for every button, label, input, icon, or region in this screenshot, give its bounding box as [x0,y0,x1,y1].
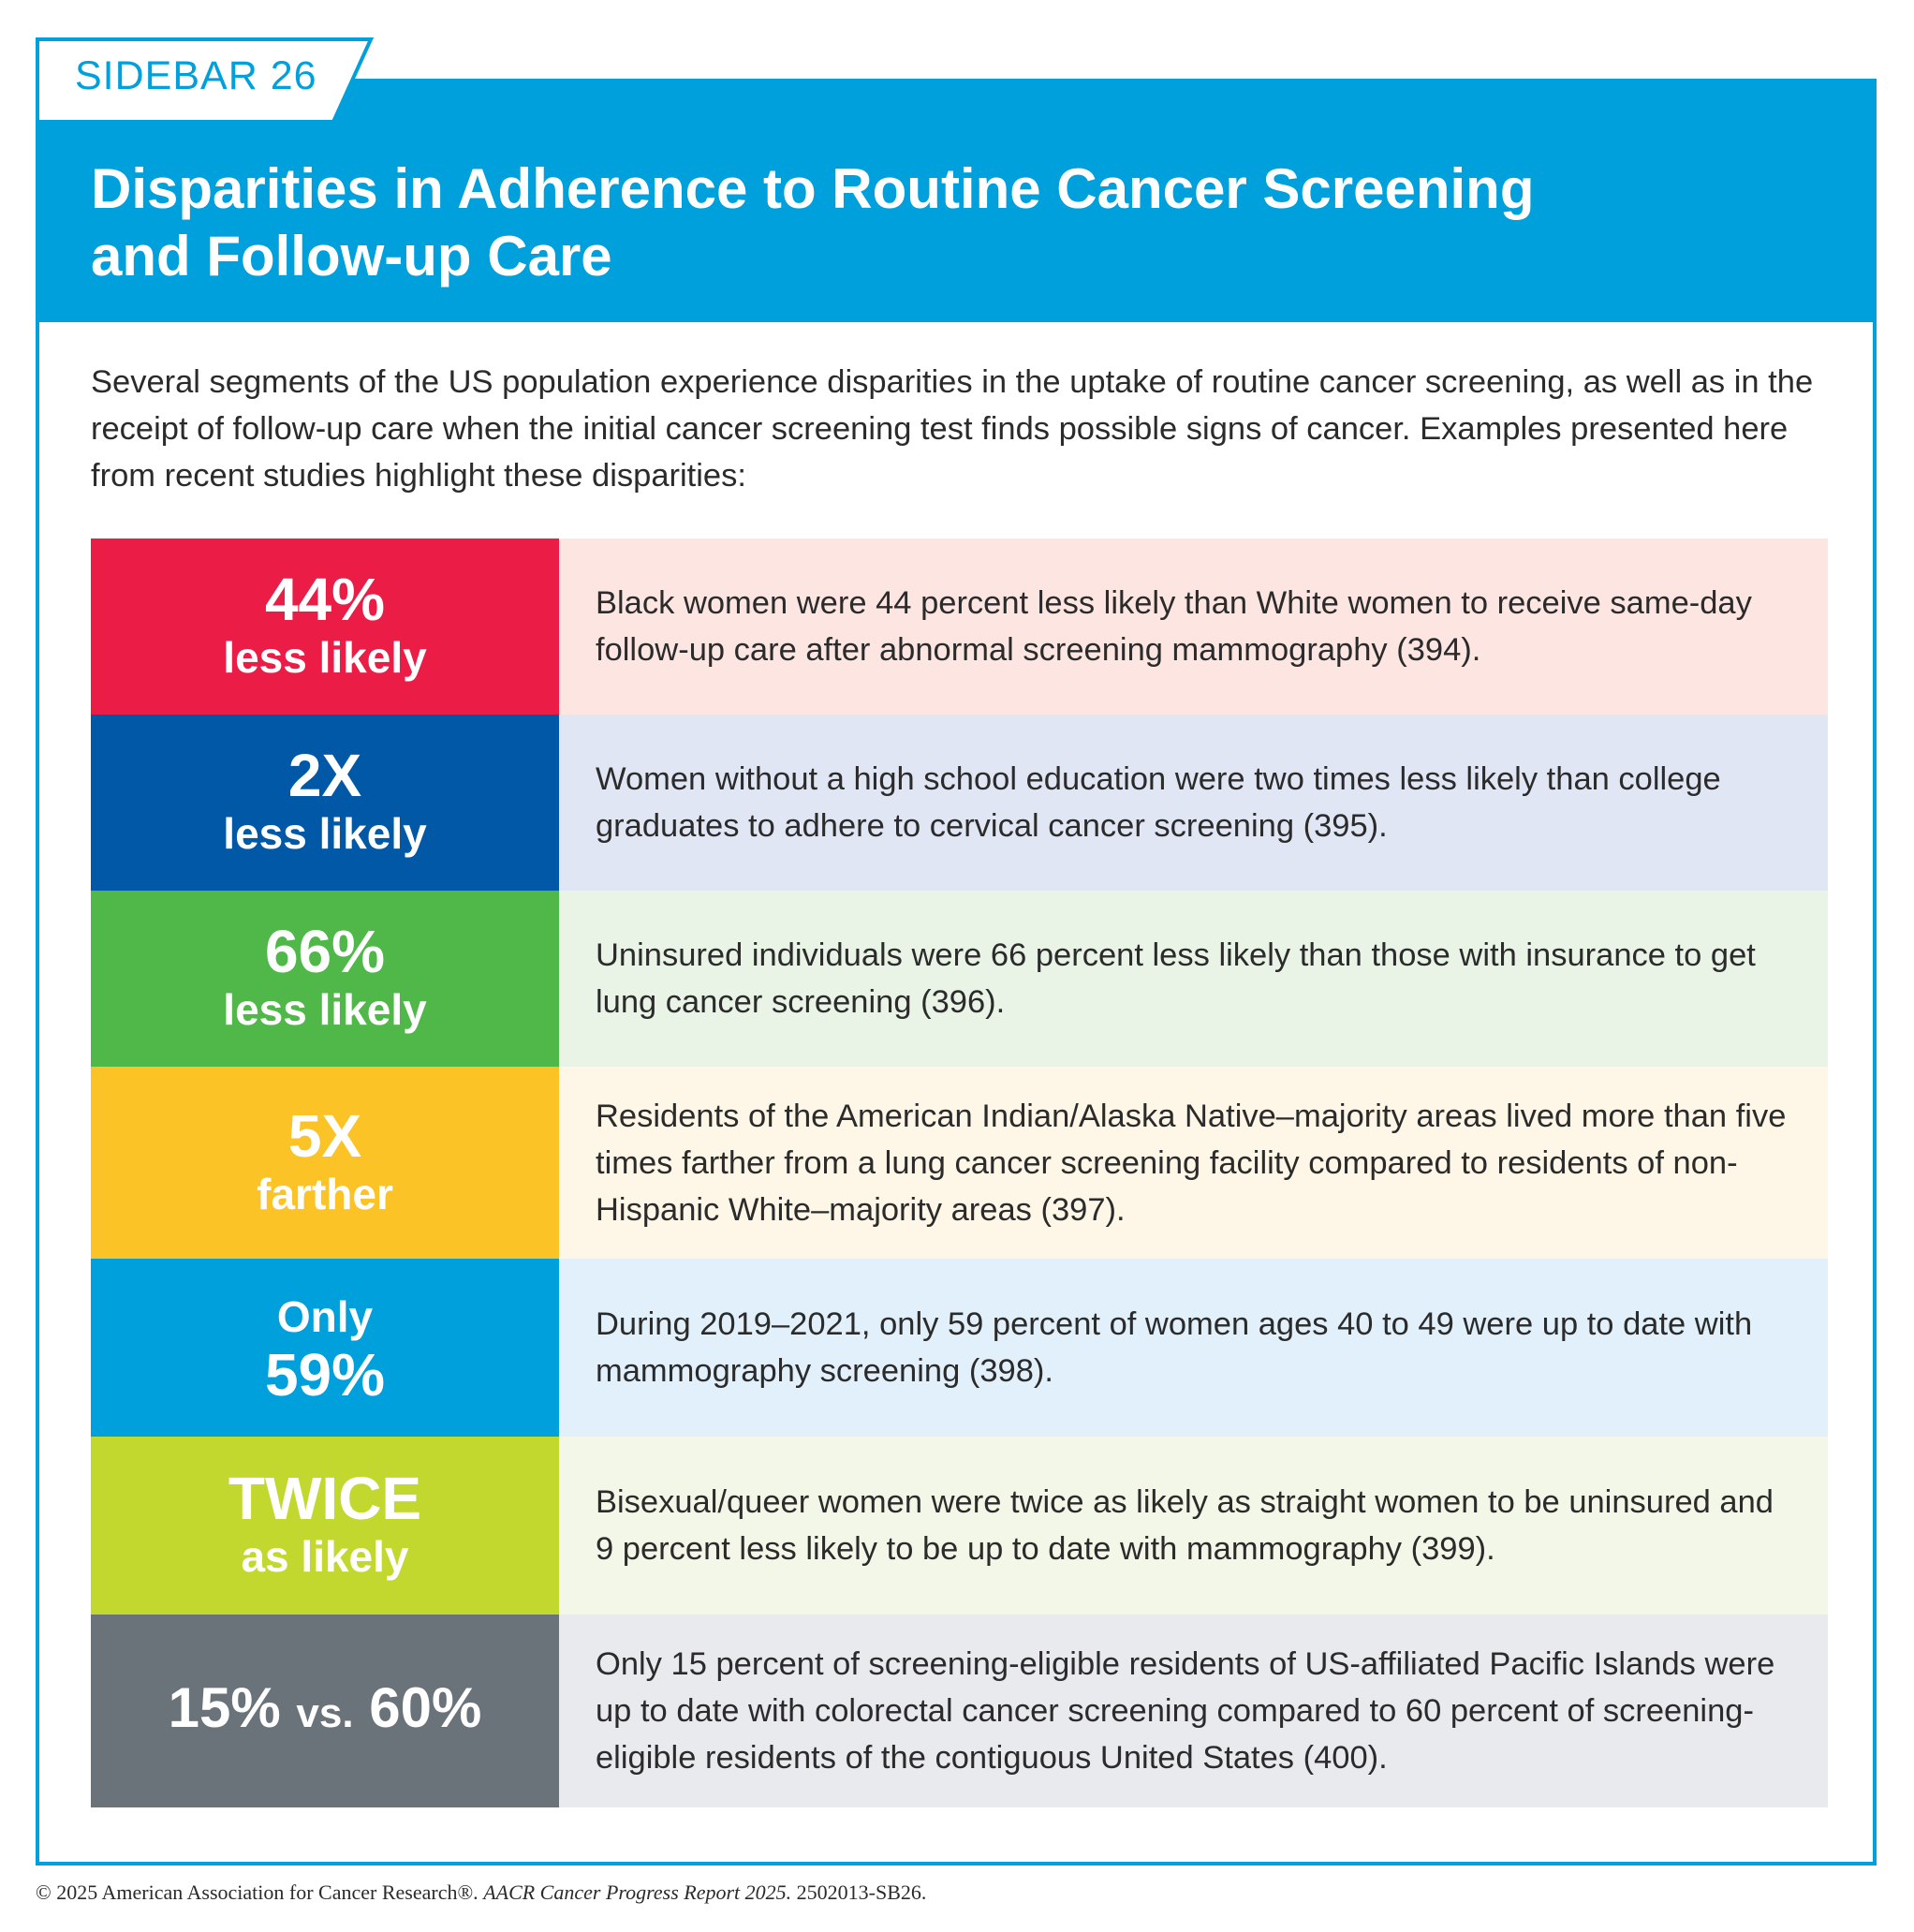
stat-description: Residents of the American Indian/Alaska … [559,1067,1828,1259]
stat-caption: less likely [223,809,427,858]
stat-description: During 2019–2021, only 59 percent of wom… [559,1259,1828,1437]
stat-value: 5X [287,1101,362,1170]
sidebar-tab [36,37,375,124]
footer-code: 2502013-SB26. [796,1880,927,1904]
stat-box: Only 59% [91,1259,559,1437]
stat-description: Bisexual/queer women were twice as likel… [559,1437,1828,1615]
stat-description: Only 15 percent of screening-eligible re… [559,1615,1828,1807]
stat-description: Black women were 44 percent less likely … [559,538,1828,715]
title-banner [36,79,1877,322]
sidebar-frame [36,79,1877,1866]
stat-value: 44% [264,566,386,633]
stat-box: 5X farther [91,1067,559,1259]
page-title: Disparities in Adherence to Routine Canc… [91,157,1535,288]
stat-row-mammography-age: Only 59% During 2019–2021, only 59 perce… [91,1259,1828,1437]
stat-box: 2X less likely [91,715,559,891]
stat-value: TWICE [228,1465,422,1532]
footer-credit: © 2025 American Association for Cancer R… [36,1880,926,1905]
stat-caption: less likely [223,985,427,1034]
stat-value-b: 60% [369,1676,482,1739]
stats-table: 44% less likely Black women were 44 perc… [91,538,1828,1807]
stat-box: 44% less likely [91,538,559,715]
stat-comparison: 15% vs. 60% [169,1677,482,1745]
footer-copyright: © 2025 American Association for Cancer R… [36,1880,478,1904]
stat-box: TWICE as likely [91,1437,559,1615]
stat-row-distance: 5X farther Residents of the American Ind… [91,1067,1828,1259]
footer-report-title: AACR Cancer Progress Report 2025. [483,1880,792,1904]
stat-row-education: 2X less likely Women without a high scho… [91,715,1828,891]
stat-value-a: 15% [168,1676,281,1739]
stat-box: 15% vs. 60% [91,1615,559,1807]
stat-value: 59% [264,1341,386,1408]
stat-row-pacific-islands: 15% vs. 60% Only 15 percent of screening… [91,1615,1828,1807]
stat-description: Women without a high school education we… [559,715,1828,891]
intro-paragraph: Several segments of the US population ex… [91,364,1814,494]
stat-box: 66% less likely [91,891,559,1067]
stat-value: 66% [264,918,386,985]
stat-row-insurance: 66% less likely Uninsured individuals we… [91,891,1828,1067]
sidebar-label: SIDEBAR 26 [75,53,317,98]
stat-description: Uninsured individuals were 66 percent le… [559,891,1828,1067]
stat-caption: farther [257,1169,393,1218]
stat-caption: less likely [223,633,427,682]
stat-row-sexual-orientation: TWICE as likely Bisexual/queer women wer… [91,1437,1828,1615]
stat-caption: as likely [241,1532,409,1581]
stat-value: 2X [287,742,362,809]
stat-row-follow-up-care: 44% less likely Black women were 44 perc… [91,538,1828,715]
stat-vs: vs. [296,1690,354,1736]
stat-caption: Only [276,1292,374,1341]
